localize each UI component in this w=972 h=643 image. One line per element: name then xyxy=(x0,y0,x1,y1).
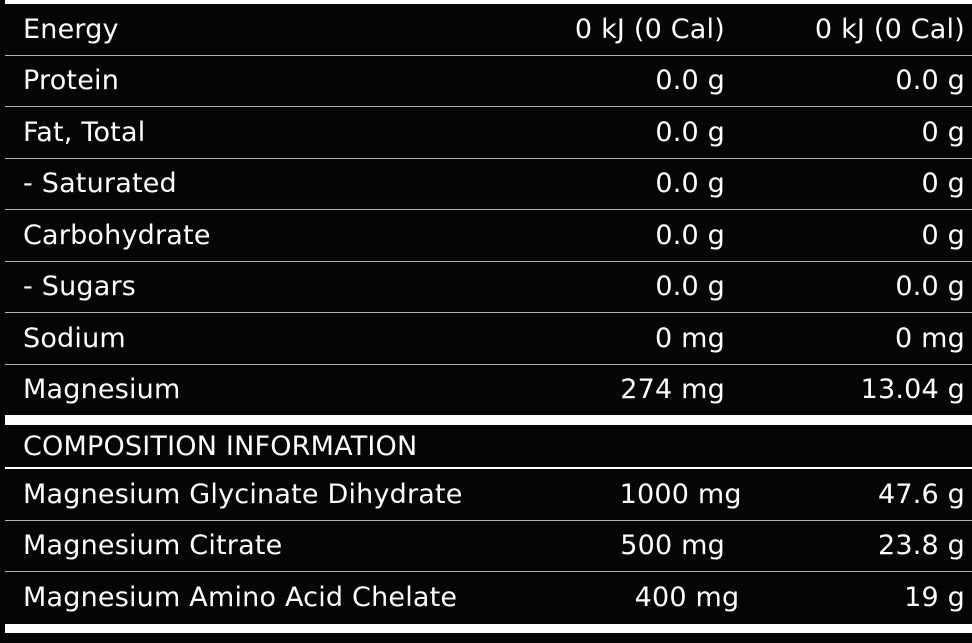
nutrient-name: Sodium xyxy=(23,322,126,354)
composition-rows: Magnesium Glycinate Dihydrate 1000 mg 47.6… xyxy=(5,469,972,623)
per-100g-value: 47.6 g xyxy=(877,478,965,510)
per-serve-value: 0.0 g xyxy=(655,271,725,303)
per-100g-value: 0 g xyxy=(921,116,965,148)
per-serve-value: 0.0 g xyxy=(655,168,725,200)
table-row: Energy 0 kJ (0 Cal) 0 kJ (0 Cal) xyxy=(5,4,972,56)
top-border xyxy=(5,0,972,4)
per-serve-value: 0.0 g xyxy=(655,116,725,148)
table-row: - Saturated 0.0 g 0 g xyxy=(5,159,972,210)
per-100g-value: 0 g xyxy=(921,168,965,200)
nutrient-name: - Sugars xyxy=(23,271,137,303)
per-100g-value: 23.8 g xyxy=(877,530,965,562)
composition-header: COMPOSITION INFORMATION xyxy=(5,425,972,469)
nutrient-name: Magnesium Citrate xyxy=(23,530,283,562)
table-row: - Sugars 0.0 g 0.0 g xyxy=(5,262,972,313)
per-serve-value: 274 mg xyxy=(620,374,725,406)
section-divider xyxy=(5,415,972,425)
per-100g-value: 0.0 g xyxy=(895,65,965,97)
table-row: Carbohydrate 0.0 g 0 g xyxy=(5,210,972,262)
nutrition-table: Energy 0 kJ (0 Cal) 0 kJ (0 Cal) Protein 0.0… xyxy=(5,4,972,633)
nutrient-name: Magnesium xyxy=(23,374,181,406)
per-serve-value: 0 kJ (0 Cal) xyxy=(574,13,725,45)
per-serve-value: 400 mg xyxy=(634,581,740,613)
nutrient-name: Carbohydrate xyxy=(23,219,211,251)
table-row: Magnesium Amino Acid Chelate 400 mg 19 g xyxy=(5,572,972,623)
per-100g-value: 0.0 g xyxy=(895,271,965,303)
nutrient-name: Fat, Total xyxy=(23,116,146,148)
table-row: Magnesium Glycinate Dihydrate 1000 mg 47.6… xyxy=(5,469,972,521)
per-100g-value: 0 mg xyxy=(894,322,965,354)
nutrient-name: Protein xyxy=(23,65,120,97)
per-100g-value: 0 g xyxy=(921,219,965,251)
bottom-border xyxy=(5,623,972,633)
composition-heading: COMPOSITION INFORMATION xyxy=(23,430,418,462)
per-serve-value: 0.0 g xyxy=(655,219,725,251)
nutrient-name: - Saturated xyxy=(23,168,177,200)
per-serve-value: 1000 mg xyxy=(619,478,742,510)
nutrition-rows: Energy 0 kJ (0 Cal) 0 kJ (0 Cal) Protein 0.0… xyxy=(5,4,972,415)
nutrient-name: Magnesium Glycinate Dihydrate xyxy=(23,478,463,510)
table-row: Protein 0.0 g 0.0 g xyxy=(5,56,972,107)
per-100g-value: 19 g xyxy=(904,581,965,613)
per-serve-value: 0.0 g xyxy=(655,65,725,97)
table-row: Fat, Total 0.0 g 0 g xyxy=(5,107,972,159)
per-serve-value: 0 mg xyxy=(654,322,725,354)
nutrient-name: Energy xyxy=(23,13,119,45)
per-serve-value: 500 mg xyxy=(620,530,725,562)
per-100g-value: 13.04 g xyxy=(860,374,965,406)
table-row: Sodium 0 mg 0 mg xyxy=(5,313,972,365)
nutrient-name: Magnesium Amino Acid Chelate xyxy=(23,581,458,613)
table-row: Magnesium Citrate 500 mg 23.8 g xyxy=(5,521,972,572)
table-row: Magnesium 274 mg 13.04 g xyxy=(5,365,972,416)
per-100g-value: 0 kJ (0 Cal) xyxy=(814,13,965,45)
